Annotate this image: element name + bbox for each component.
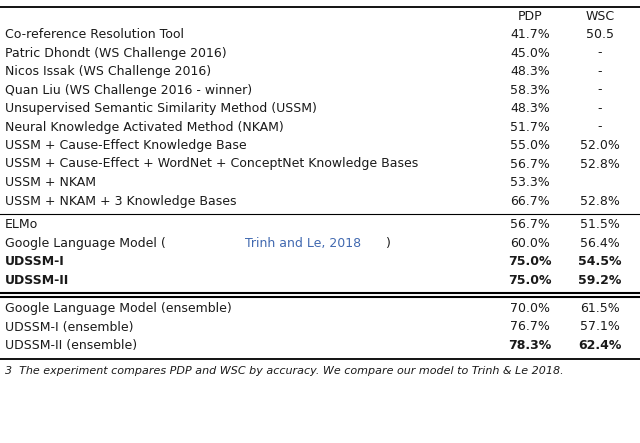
Text: 52.0%: 52.0% <box>580 139 620 152</box>
Text: ): ) <box>386 237 390 249</box>
Text: Quan Liu (WS Challenge 2016 - winner): Quan Liu (WS Challenge 2016 - winner) <box>5 83 252 97</box>
Text: -: - <box>598 102 602 115</box>
Text: 3  The experiment compares PDP and WSC by accuracy. We compare our model to Trin: 3 The experiment compares PDP and WSC by… <box>5 366 564 377</box>
Text: 56.7%: 56.7% <box>510 218 550 231</box>
Text: ELMo: ELMo <box>5 218 38 231</box>
Text: 75.0%: 75.0% <box>508 255 552 268</box>
Text: UDSSM-II (ensemble): UDSSM-II (ensemble) <box>5 339 137 352</box>
Text: 58.3%: 58.3% <box>510 83 550 97</box>
Text: Trinh and Le, 2018: Trinh and Le, 2018 <box>244 237 361 249</box>
Text: 45.0%: 45.0% <box>510 47 550 59</box>
Text: -: - <box>598 65 602 78</box>
Text: 76.7%: 76.7% <box>510 320 550 334</box>
Text: 51.7%: 51.7% <box>510 120 550 133</box>
Text: WSC: WSC <box>586 10 614 23</box>
Text: 50.5: 50.5 <box>586 28 614 41</box>
Text: -: - <box>598 83 602 97</box>
Text: Neural Knowledge Activated Method (NKAM): Neural Knowledge Activated Method (NKAM) <box>5 120 284 133</box>
Text: 56.7%: 56.7% <box>510 158 550 171</box>
Text: UDSSM-II: UDSSM-II <box>5 273 69 287</box>
Text: 54.5%: 54.5% <box>579 255 621 268</box>
Text: USSM + NKAM + 3 Knowledge Bases: USSM + NKAM + 3 Knowledge Bases <box>5 194 237 207</box>
Text: USSM + Cause-Effect + WordNet + ConceptNet Knowledge Bases: USSM + Cause-Effect + WordNet + ConceptN… <box>5 158 419 171</box>
Text: 57.1%: 57.1% <box>580 320 620 334</box>
Text: 48.3%: 48.3% <box>510 102 550 115</box>
Text: 61.5%: 61.5% <box>580 302 620 315</box>
Text: 75.0%: 75.0% <box>508 273 552 287</box>
Text: Unsupervised Semantic Similarity Method (USSM): Unsupervised Semantic Similarity Method … <box>5 102 317 115</box>
Text: 66.7%: 66.7% <box>510 194 550 207</box>
Text: 59.2%: 59.2% <box>579 273 621 287</box>
Text: Google Language Model (: Google Language Model ( <box>5 237 166 249</box>
Text: Google Language Model (ensemble): Google Language Model (ensemble) <box>5 302 232 315</box>
Text: -: - <box>598 47 602 59</box>
Text: 60.0%: 60.0% <box>510 237 550 249</box>
Text: UDSSM-I (ensemble): UDSSM-I (ensemble) <box>5 320 134 334</box>
Text: -: - <box>598 120 602 133</box>
Text: Patric Dhondt (WS Challenge 2016): Patric Dhondt (WS Challenge 2016) <box>5 47 227 59</box>
Text: 52.8%: 52.8% <box>580 158 620 171</box>
Text: 70.0%: 70.0% <box>510 302 550 315</box>
Text: UDSSM-I: UDSSM-I <box>5 255 65 268</box>
Text: 53.3%: 53.3% <box>510 176 550 189</box>
Text: 48.3%: 48.3% <box>510 65 550 78</box>
Text: 51.5%: 51.5% <box>580 218 620 231</box>
Text: USSM + Cause-Effect Knowledge Base: USSM + Cause-Effect Knowledge Base <box>5 139 246 152</box>
Text: 41.7%: 41.7% <box>510 28 550 41</box>
Text: PDP: PDP <box>518 10 542 23</box>
Text: 55.0%: 55.0% <box>510 139 550 152</box>
Text: USSM + NKAM: USSM + NKAM <box>5 176 96 189</box>
Text: Co-reference Resolution Tool: Co-reference Resolution Tool <box>5 28 184 41</box>
Text: 52.8%: 52.8% <box>580 194 620 207</box>
Text: Nicos Issak (WS Challenge 2016): Nicos Issak (WS Challenge 2016) <box>5 65 211 78</box>
Text: 78.3%: 78.3% <box>508 339 552 352</box>
Text: 62.4%: 62.4% <box>579 339 621 352</box>
Text: 56.4%: 56.4% <box>580 237 620 249</box>
